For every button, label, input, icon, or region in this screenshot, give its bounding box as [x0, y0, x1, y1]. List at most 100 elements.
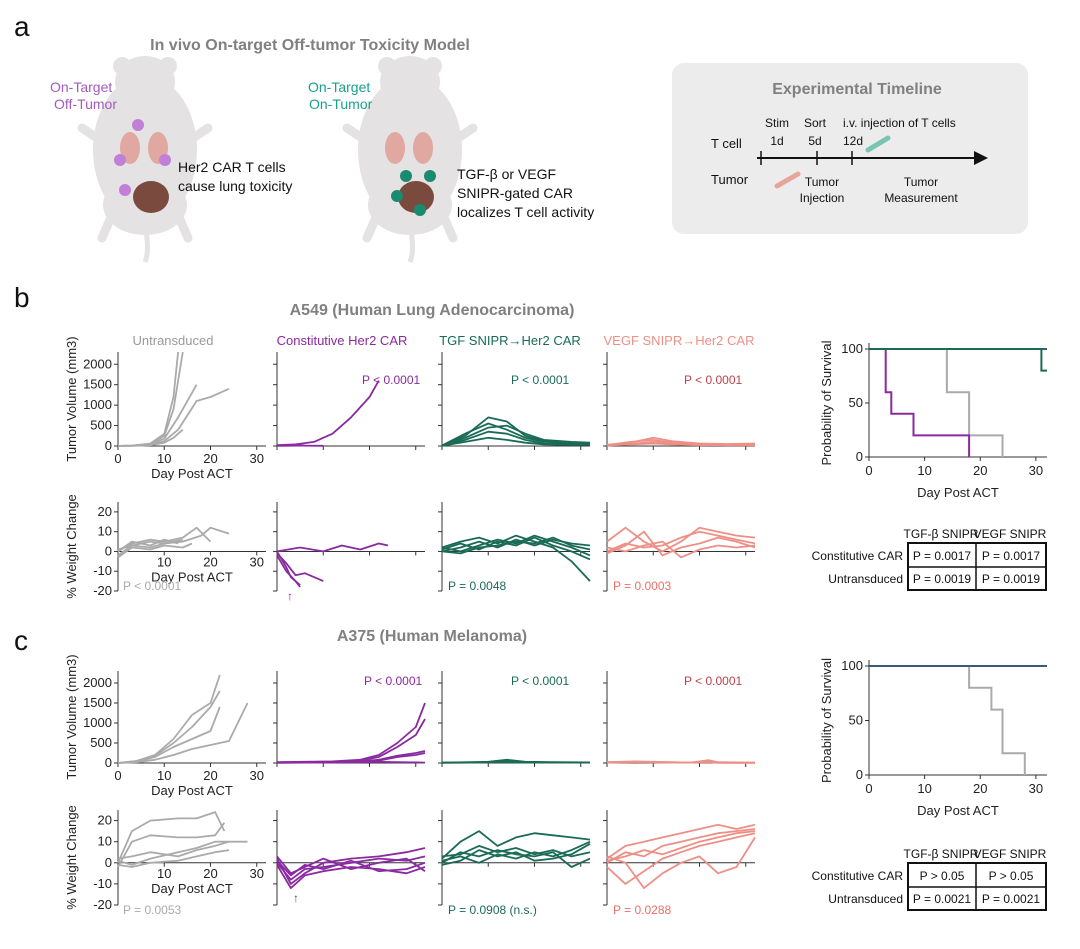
x-tick-label: 30: [250, 451, 264, 466]
series-line-tgf-snipr-her2-car-2: [441, 536, 591, 561]
table-b-cell: P = 0.0019: [913, 572, 971, 586]
subplot-b-weight-2: [438, 502, 591, 592]
chart-c-weight-change: -20 -10 0 10 20 10 20 30 Day Post ACT % Weight Ch…: [64, 805, 756, 912]
mouse2-label-line1: On-Target: [308, 79, 370, 95]
table-c-col-vegf: VEGF SNIPR: [974, 847, 1047, 861]
subplot-b-weight-3: [603, 502, 756, 592]
x-tick-label: 10: [157, 866, 171, 881]
timeline-iv: i.v. injection of T cells: [843, 116, 956, 130]
y-tick-label: 0: [105, 438, 112, 453]
series-line-tgf-snipr-her2-car-3: [441, 534, 591, 582]
x-tick-label: 10: [917, 463, 931, 478]
x-tick-label: 0: [114, 768, 121, 783]
series-line-untransduced-2: [117, 538, 179, 553]
series-line-constitutive-her2-car-2: [276, 864, 426, 889]
pvalue-b-weight-vegf: P = 0.0003: [613, 579, 671, 593]
subplot-b-tumor-0: 0 500 1000 1500 2000 0 10 20 30 Day Post ACT Tumor…: [64, 336, 266, 481]
series-line-constitutive-her2-car-4: [276, 760, 426, 764]
x-tick-label: 10: [157, 768, 171, 783]
survival-curve-untransduced: [869, 665, 1026, 775]
y-tick-label: 2000: [83, 675, 112, 690]
y-tick-label: -20: [93, 897, 112, 912]
group-header-constitutive: Constitutive Her2 CAR: [277, 333, 408, 348]
tumor-icon: [398, 181, 434, 213]
subplot-b-tumor-3: [603, 352, 756, 450]
subplot-b-weight-1: [273, 502, 425, 592]
y-tick-label: 500: [90, 418, 112, 433]
y-axis-label: Tumor Volume (mm3): [64, 336, 79, 461]
y-tick-label: 10: [98, 834, 112, 849]
table-c-row-constitutive: Constitutive CAR: [812, 869, 904, 883]
chart-c-survival: 0 50 100 0 10 20 30 Day Post ACT Probability of …: [819, 658, 1047, 818]
x-tick-label: 20: [973, 463, 987, 478]
table-b-cell: P = 0.0017: [982, 549, 1040, 563]
mouse2-label-line2: On-Tumor: [309, 96, 373, 112]
series-line-tgf-snipr-her2-car-4: [441, 536, 591, 555]
arrow-up-icon: ↑: [287, 589, 293, 603]
series-line-untransduced-2: [117, 706, 221, 764]
y-tick-label: 0: [105, 543, 112, 558]
chart-c-tumor-volume: 0 500 1000 1500 2000 0 10 20 30 Day Post ACT Tumor…: [64, 654, 756, 798]
x-tick-label: 20: [203, 866, 217, 881]
y-tick-label: 0: [105, 755, 112, 770]
lung-icon: [385, 132, 405, 164]
table-c-col-tgf: TGF-β SNIPR: [904, 847, 979, 861]
model-title: In vivo On-target Off-tumor Toxicity Mod…: [150, 37, 470, 54]
series-line-constitutive-her2-car-0: [276, 380, 380, 447]
table-c-cell: P = 0.0021: [982, 892, 1040, 906]
series-line-vegf-snipr-her2-car-0: [606, 823, 756, 860]
pvalue-b-tumor-tgf: P < 0.0001: [511, 373, 569, 387]
y-tick-label: 20: [98, 813, 112, 828]
y-tick-label: -20: [93, 583, 112, 598]
timeline-tumor-injection-2: Injection: [800, 191, 845, 205]
subplot-c-tumor-0: 0 500 1000 1500 2000 0 10 20 30 Day Post ACT Tumor…: [64, 654, 266, 798]
series-line-untransduced-4: [117, 429, 184, 447]
series-line-untransduced-3: [117, 702, 249, 764]
pvalue-table-b: TGF-β SNIPR VEGF SNIPR Constitutive CAR …: [812, 527, 1047, 591]
series-line-untransduced-0: [117, 811, 226, 864]
series-line-constitutive-her2-car-4: [276, 859, 426, 877]
table-b-row-untransduced: Untransduced: [828, 572, 903, 586]
series-line-tgf-snipr-her2-car-0: [441, 534, 591, 557]
x-tick-label: 20: [973, 781, 987, 796]
survival-curve-tgf-snipr-her2-car: [869, 348, 1047, 372]
series-line-constitutive-her2-car-3: [276, 552, 324, 582]
y-tick-label: 0: [856, 767, 863, 782]
pvalue-c-tumor-vegf: P < 0.0001: [684, 674, 742, 688]
series-line-untransduced-3: [117, 542, 193, 559]
subplot-c-tumor-2: [438, 671, 591, 767]
timeline-title: Experimental Timeline: [772, 81, 942, 98]
series-line-untransduced-4: [117, 849, 230, 868]
timeline-tumor-measurement-2: Measurement: [884, 191, 958, 205]
x-tick-label: 20: [203, 451, 217, 466]
y-tick-label: 500: [90, 735, 112, 750]
chart-b-survival: 0 50 100 0 10 20 30 Day Post ACT Probability of …: [819, 340, 1047, 500]
survival-curve-constitutive-her2-car: [869, 348, 971, 457]
series-line-untransduced-1: [117, 822, 226, 868]
series-line-tgf-snipr-her2-car-2: [441, 845, 591, 858]
subplot-b-weight-0: -20 -10 0 10 20 10 20 30 Day Post ACT % Weight Ch…: [64, 494, 266, 599]
x-tick-label: 0: [114, 451, 121, 466]
x-axis-label: Day Post ACT: [151, 881, 233, 896]
subplot-c-weight-3: [603, 810, 756, 906]
series-line-vegf-snipr-her2-car-3: [606, 530, 756, 553]
pvalue-table-c: TGF-β SNIPR VEGF SNIPR Constitutive CAR …: [812, 847, 1047, 911]
x-tick-label: 20: [203, 554, 217, 569]
series-line-tgf-snipr-her2-car-3: [441, 843, 591, 866]
x-tick-label: 20: [203, 768, 217, 783]
group-header-untransduced: Untransduced: [133, 333, 214, 348]
timeline-row-tcell: T cell: [711, 136, 742, 151]
arrow-up-icon: ↑: [293, 891, 299, 905]
table-c-cell: P > 0.05: [920, 869, 965, 883]
subplot-c-weight-0: -20 -10 0 10 20 10 20 30 Day Post ACT % Weight Ch…: [64, 805, 266, 912]
y-tick-label: 100: [841, 341, 863, 356]
x-tick-label: 0: [865, 781, 872, 796]
series-line-untransduced-4: [117, 538, 183, 551]
syringe-icon: [774, 171, 801, 189]
timeline-box: Experimental Timeline T cell Tumor Stim …: [672, 63, 1028, 234]
x-tick-label: 30: [1029, 463, 1043, 478]
series-line-constitutive-her2-car-3: [276, 855, 426, 875]
pvalue-c-weight-vegf: P = 0.0288: [613, 903, 671, 917]
section-b-title: A549 (Human Lung Adenocarcinoma): [290, 302, 575, 319]
